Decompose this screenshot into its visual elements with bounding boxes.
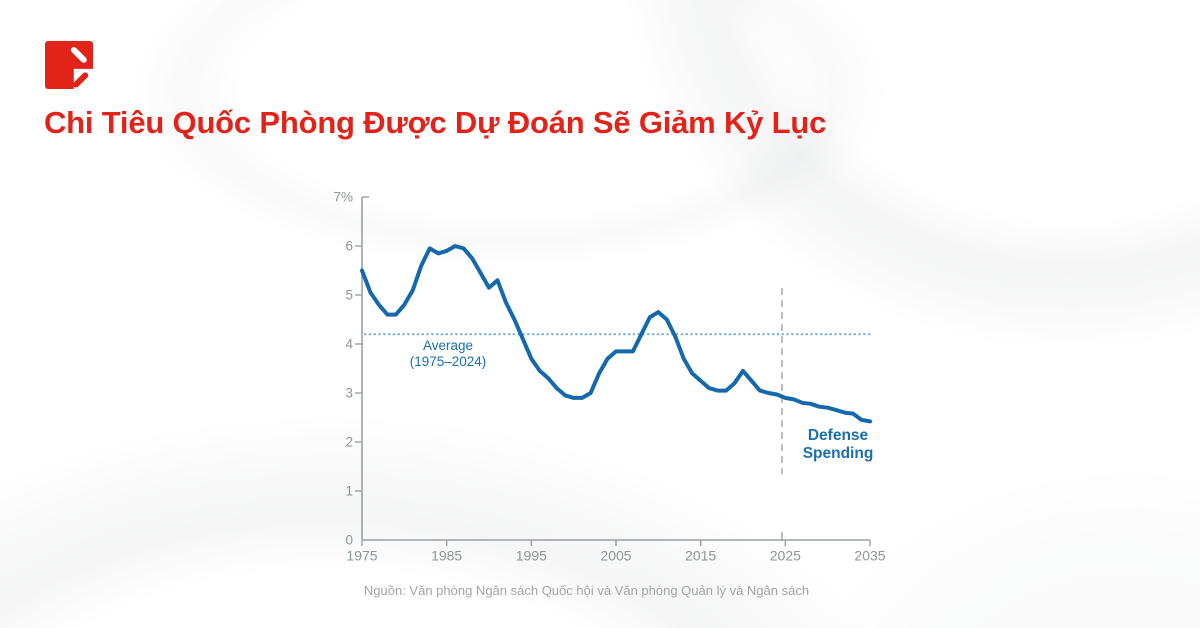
average-line-label-line1: Average: [422, 338, 474, 353]
defense-spending-label: Defense Spending: [778, 427, 898, 463]
defense-spending-label-line2: Spending: [802, 445, 874, 462]
y-tick-label: 7%: [333, 190, 353, 205]
x-tick-label: 1995: [516, 548, 547, 564]
source-note: Nguồn: Văn phòng Ngân sách Quốc hội và V…: [363, 583, 810, 598]
brand-logo: [45, 41, 93, 89]
average-line-label-line2: (1975–2024): [409, 354, 487, 369]
x-tick-label: 1975: [346, 548, 377, 564]
defense-spending-label-line1: Defense: [807, 427, 869, 444]
x-tick-label: 2005: [600, 548, 631, 564]
x-tick-label: 2015: [685, 548, 716, 564]
x-tick-label: 2035: [854, 548, 885, 564]
x-tick-label: 2025: [770, 548, 801, 564]
x-tick-label: 1985: [431, 548, 462, 564]
y-tick-label: 5: [345, 288, 353, 303]
y-tick-label: 3: [345, 386, 353, 401]
page-title: Chi Tiêu Quốc Phòng Được Dự Đoán Sẽ Giảm…: [44, 105, 827, 140]
average-line-label: Average (1975–2024): [388, 338, 508, 370]
y-tick-label: 2: [345, 435, 353, 450]
defense-spending-line: [360, 244, 872, 424]
y-tick-label: 4: [345, 337, 353, 352]
y-tick-label: 6: [345, 239, 353, 254]
y-tick-label: 0: [345, 533, 353, 548]
y-tick-label: 1: [345, 484, 353, 499]
